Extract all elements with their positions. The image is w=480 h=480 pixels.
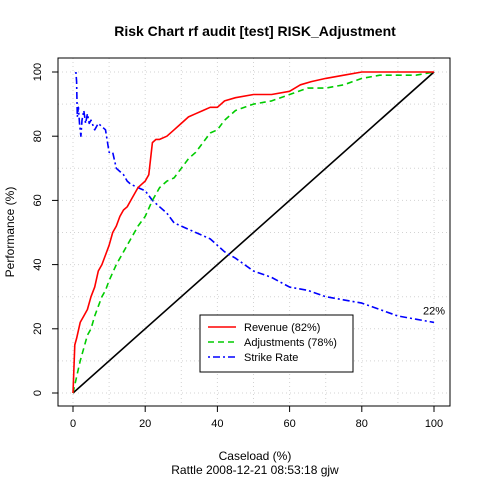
legend-box <box>199 314 354 373</box>
chart-title: Risk Chart rf audit [test] RISK_Adjustme… <box>114 23 396 39</box>
x-tick-label: 60 <box>283 418 295 430</box>
x-axis-label: Caseload (%) <box>219 449 292 463</box>
annotation-label: 22% <box>423 305 445 317</box>
legend: Revenue (82%) Adjustments (78%) Strike Rat… <box>199 314 354 373</box>
y-tick-label: 80 <box>32 130 44 142</box>
x-tick-label: 0 <box>70 418 76 430</box>
y-tick-label: 0 <box>32 390 44 396</box>
footer-text: Rattle 2008-12-21 08:53:18 gjw <box>171 463 339 477</box>
series-line-revenue <box>72 71 434 394</box>
x-tick-label: 40 <box>211 418 223 430</box>
axis-ticks: 0 20 40 60 80 100 0 20 40 60 80 100 <box>32 63 443 430</box>
y-tick-label: 20 <box>32 323 44 335</box>
x-tick-label: 20 <box>139 418 151 430</box>
legend-entry: Adjustments (78%) <box>244 337 337 349</box>
series-line-adjustments <box>72 71 435 394</box>
legend-entry: Revenue (82%) <box>244 322 320 334</box>
annotations: 22% <box>423 305 445 317</box>
y-tick-label: 60 <box>32 194 44 206</box>
y-tick-label: 100 <box>32 63 44 81</box>
series-lines <box>72 71 435 394</box>
series-line-strike <box>75 71 435 324</box>
y-tick-label: 40 <box>32 258 44 270</box>
x-tick-label: 100 <box>425 418 443 430</box>
legend-entry: Strike Rate <box>244 352 298 364</box>
x-tick-label: 80 <box>356 418 368 430</box>
y-axis-label: Performance (%) <box>3 187 17 278</box>
series-line-baseline <box>72 71 435 394</box>
plot-frame <box>57 57 451 407</box>
